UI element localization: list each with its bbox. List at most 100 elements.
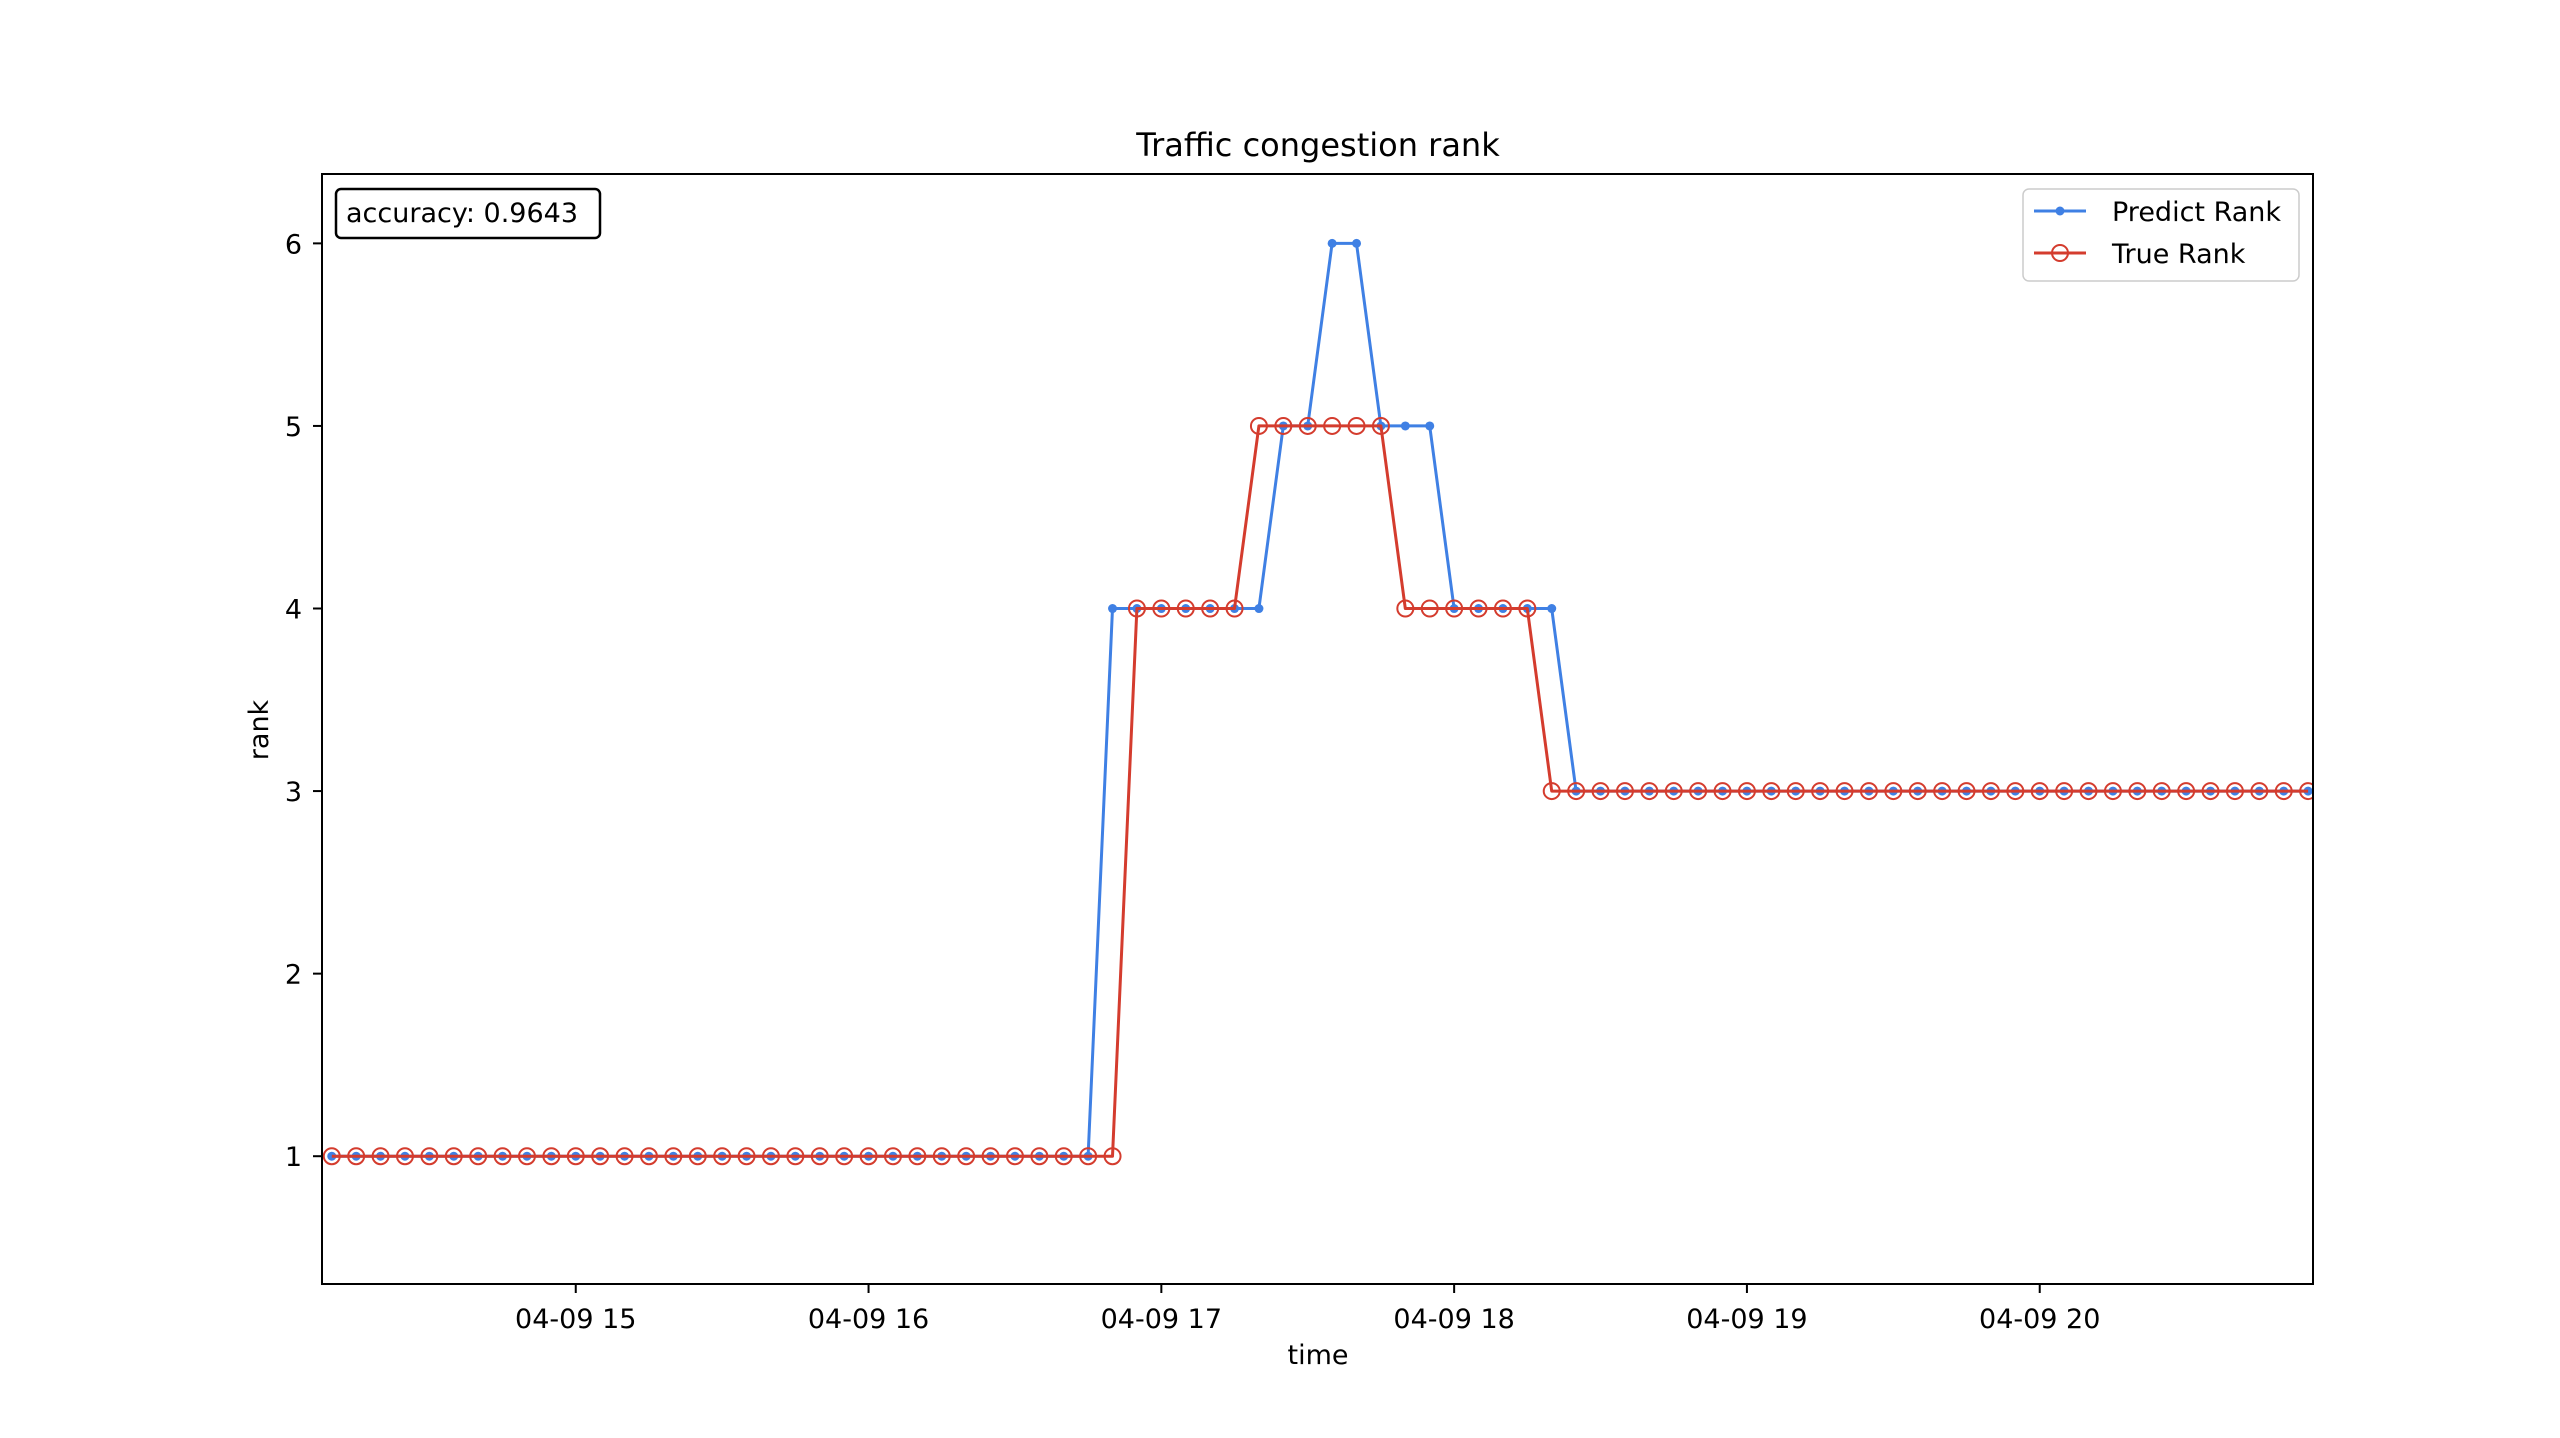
data-point [1108,604,1118,614]
data-point [908,1147,927,1166]
data-point [1445,599,1464,618]
data-point [2303,786,2313,796]
data-point [2299,782,2313,801]
data-point [1425,421,1435,431]
data-point [493,1147,512,1166]
x-tick-label: 04-09 18 [1393,1304,1514,1335]
data-point [2128,782,2147,801]
data-point [981,1147,1000,1166]
data-point [615,1147,634,1166]
data-point [1786,782,1805,801]
data-point [2274,782,2293,801]
data-point [957,1147,976,1166]
data-point [2055,782,2074,801]
data-point [1323,416,1342,435]
legend-label-predict: Predict Rank [2112,197,2281,228]
data-point [1518,599,1537,618]
series-true-rank [322,416,2313,1166]
accuracy-box: accuracy: 0.9643 [334,187,602,240]
y-tick-label: 5 [285,412,302,443]
data-point [1908,782,1927,801]
data-point [1254,604,1264,614]
data-point [1225,599,1244,618]
data-point [444,1147,463,1166]
data-point [322,1147,341,1166]
data-point [566,1147,585,1166]
y-tick-label: 4 [285,595,302,626]
y-tick-label: 3 [285,777,302,808]
data-point [1713,782,1732,801]
y-tick-label: 1 [285,1142,302,1173]
x-tick-label: 04-09 19 [1686,1304,1807,1335]
data-point [664,1147,683,1166]
data-point [1005,1147,1024,1166]
legend-label-true: True Rank [2111,239,2246,270]
data-point [1400,421,1410,431]
data-point [1396,599,1415,618]
data-point [2030,782,2049,801]
data-point [395,1147,414,1166]
data-point [2201,782,2220,801]
y-tick-label: 2 [285,960,302,991]
data-point [1615,782,1634,801]
data-point [1127,599,1146,618]
data-point [591,1147,610,1166]
data-point [1347,416,1366,435]
data-point [1079,1147,1098,1166]
data-point [1689,782,1708,801]
data-point [371,1147,390,1166]
legend: Predict Rank True Rank [2022,188,2300,282]
data-point [2079,782,2098,801]
data-point [1957,782,1976,801]
x-axis-label: time [1287,1340,1348,1371]
data-point [1664,782,1683,801]
x-tick-label: 04-09 15 [515,1304,636,1335]
data-point [932,1147,951,1166]
data-point [2225,782,2244,801]
data-point [835,1147,854,1166]
data-point [1249,416,1268,435]
data-point [1640,782,1659,801]
data-point [1298,416,1317,435]
data-point [688,1147,707,1166]
data-point [1933,782,1952,801]
series-line [331,424,2309,1158]
y-axis-label: rank [244,699,275,760]
data-point [1327,238,1337,248]
data-point [420,1147,439,1166]
data-point [1469,599,1488,618]
legend-item-true: True Rank [2034,239,2246,270]
x-tick-label: 04-09 16 [808,1304,929,1335]
data-point [1835,782,1854,801]
data-point [737,1147,756,1166]
data-point [327,1151,337,1161]
legend-item-predict: Predict Rank [2034,197,2281,228]
data-point [1567,782,1586,801]
data-point [2103,782,2122,801]
data-point [1737,782,1756,801]
x-tick-label: 04-09 17 [1101,1304,1222,1335]
data-point [2177,782,2196,801]
data-point [2152,782,2171,801]
plot-frame [321,173,2314,1285]
data-point [1420,599,1439,618]
data-point [1859,782,1878,801]
data-point [2006,782,2025,801]
data-point [469,1147,488,1166]
data-point [786,1147,805,1166]
data-point [347,1147,366,1166]
data-point [810,1147,829,1166]
data-point [1493,599,1512,618]
data-point [2250,782,2269,801]
data-point [542,1147,561,1166]
data-point [1176,599,1195,618]
data-point [1201,599,1220,618]
data-point [517,1147,536,1166]
data-point [1054,1147,1073,1166]
data-point [1811,782,1830,801]
data-point [883,1147,902,1166]
series-line [331,241,2309,1158]
data-point [1274,416,1293,435]
data-point [761,1147,780,1166]
